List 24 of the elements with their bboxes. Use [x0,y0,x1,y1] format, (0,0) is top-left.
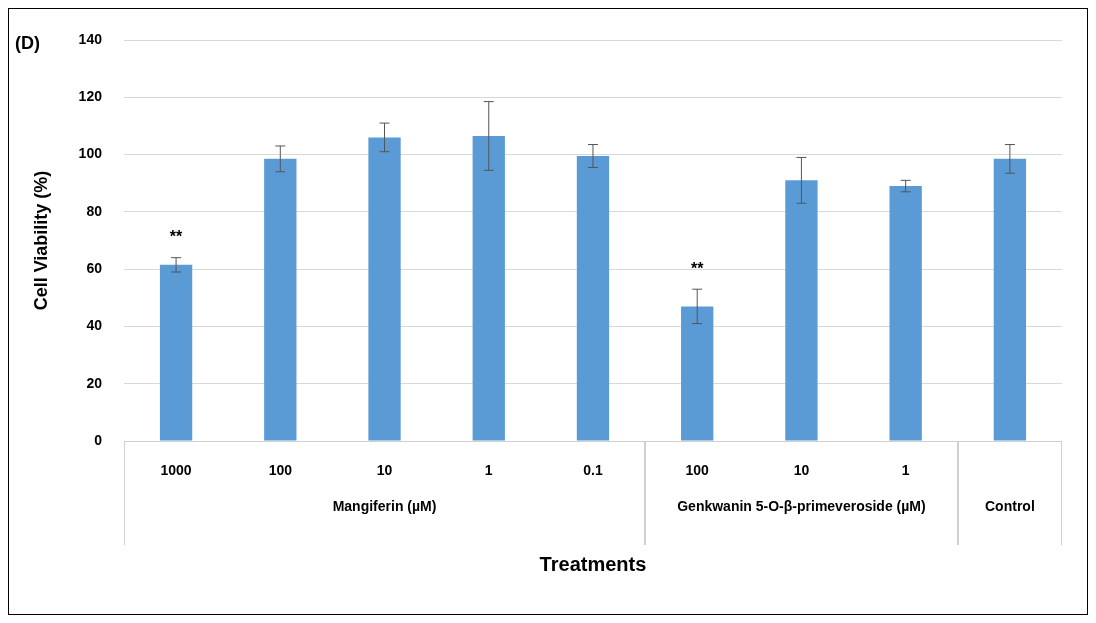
x-tick-label: 1 [901,461,910,478]
data-label: ** [690,259,705,277]
y-tick-label: 100 [78,145,103,162]
text: Genkwanin 5-O-β-primeveroside (µM) [677,497,926,514]
x-tick-label: 100 [685,461,710,478]
y-tick-label: 40 [86,317,103,334]
y-tick-label: 80 [86,202,103,219]
x-tick-label: 0.1 [583,461,603,478]
x-tick-label: 10 [376,461,393,478]
y-tick-label: 120 [78,88,103,105]
chart-title: (D) [15,32,40,53]
text: Mangiferin (µM) [332,497,437,514]
x-tick-label: 1 [484,461,493,478]
text: Control [985,497,1035,514]
y-tick-label: 60 [86,260,103,276]
y-axis-title: Cell Viability (%) [30,170,51,311]
x-axis-title: Treatments [539,552,647,575]
y-tick-label: 0 [94,431,103,448]
x-tick-label: 100 [268,461,293,478]
y-tick-label: 140 [78,30,103,47]
x-tick-label: 10 [793,461,810,478]
y-tick-label: 20 [86,374,103,391]
data-label: ** [169,228,184,246]
x-tick-label: 1000 [160,461,192,478]
